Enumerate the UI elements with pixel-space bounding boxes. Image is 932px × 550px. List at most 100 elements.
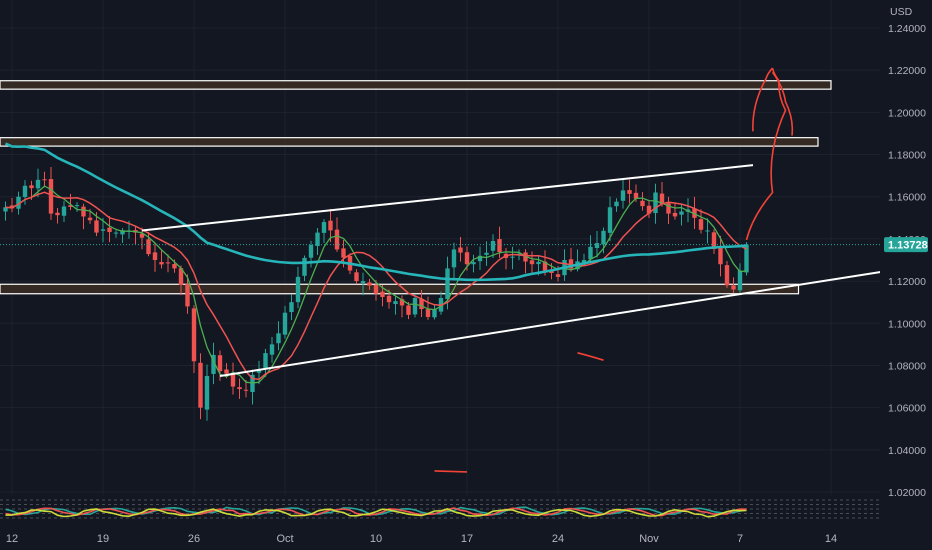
candle-body <box>510 256 515 258</box>
last-price-label: 1.13728 <box>888 240 928 252</box>
candle-body <box>601 230 606 245</box>
candle-body <box>61 206 67 216</box>
candle-body <box>230 374 236 387</box>
candle-body <box>198 362 203 408</box>
x-tick-label: 26 <box>188 533 200 545</box>
candle-body <box>445 268 450 300</box>
candle-body <box>458 247 463 253</box>
candle-body <box>594 243 600 248</box>
candle-body <box>48 179 54 214</box>
candle-body <box>653 192 658 214</box>
ma-mid-line <box>5 191 747 381</box>
candle-body <box>3 207 8 212</box>
candle-body <box>464 252 470 265</box>
candle-body <box>341 248 346 258</box>
candle-body <box>620 190 626 201</box>
projection-drawings[interactable] <box>434 67 794 473</box>
projection-curve[interactable] <box>577 352 604 361</box>
candle-body <box>406 305 411 315</box>
candle-body <box>16 196 21 209</box>
candle-body <box>555 274 561 277</box>
y-tick-label: 1.10000 <box>888 318 926 330</box>
candle-body <box>328 220 333 231</box>
candle-body <box>380 291 385 297</box>
candle-body <box>497 239 502 253</box>
candle-body <box>165 262 171 264</box>
sr-zone[interactable] <box>0 137 819 147</box>
y-tick-label: 1.20000 <box>888 107 926 119</box>
time-scale[interactable] <box>0 528 932 550</box>
candle-body <box>107 227 112 233</box>
price-scale[interactable] <box>880 0 932 550</box>
candle-body <box>276 333 281 344</box>
candle-body <box>87 217 93 221</box>
candle-body <box>113 232 119 234</box>
candle-body <box>146 239 151 255</box>
candle-body <box>81 206 86 217</box>
candle-body <box>263 353 268 368</box>
x-tick-label: 10 <box>370 533 382 545</box>
y-tick-label: 1.04000 <box>888 445 926 457</box>
projection-curve[interactable] <box>752 67 774 132</box>
candle-body <box>139 233 145 238</box>
candle-body <box>35 179 41 189</box>
candle-body <box>640 200 645 207</box>
candle-body <box>633 192 639 199</box>
candle-body <box>172 263 177 269</box>
candle-body <box>302 257 307 276</box>
candle-body <box>120 230 125 235</box>
candle-body <box>581 260 587 263</box>
x-axis-ticks: 12 19 26 Oct 10 17 24 Nov 7 14 <box>6 533 837 545</box>
candle-body <box>269 344 275 355</box>
candle-body <box>744 244 749 273</box>
candle-body <box>672 212 678 217</box>
x-tick-label: 12 <box>6 533 18 545</box>
candle-body <box>432 309 437 318</box>
candle-body <box>536 261 541 265</box>
candle-body <box>282 312 288 335</box>
x-tick-label: 7 <box>737 533 743 545</box>
grid-lines <box>0 0 880 495</box>
candle-body <box>289 302 294 313</box>
candle-body <box>256 369 262 373</box>
candle-body <box>724 265 730 286</box>
trendlines[interactable] <box>141 164 884 377</box>
candle-body <box>334 229 340 250</box>
x-tick-label: 14 <box>825 533 837 545</box>
candle-body <box>22 185 28 198</box>
candle-body <box>399 299 405 306</box>
candle-body <box>477 255 483 262</box>
candle-body <box>542 261 548 271</box>
oscillator-line <box>5 508 747 518</box>
sr-zone[interactable] <box>0 80 832 90</box>
candle-body <box>412 297 418 315</box>
candle-body <box>737 270 743 291</box>
y-tick-label: 1.02000 <box>888 487 926 499</box>
candle-body <box>74 205 80 207</box>
candle-body <box>243 389 249 391</box>
candle-body <box>490 241 496 251</box>
projection-curve[interactable] <box>771 71 794 136</box>
last-price-box <box>884 237 928 253</box>
candle-body <box>588 246 593 260</box>
trendline[interactable] <box>219 270 884 377</box>
candle-body <box>224 369 229 374</box>
trendline[interactable] <box>141 164 754 232</box>
candle-body <box>308 245 314 258</box>
y-tick-label: 1.18000 <box>888 150 926 162</box>
candle-body <box>159 262 164 265</box>
candle-body <box>237 387 242 390</box>
projection-curve[interactable] <box>434 470 468 473</box>
candle-body <box>217 355 223 372</box>
x-tick-label: Nov <box>639 533 659 545</box>
candle-body <box>529 260 535 265</box>
y-tick-label: 1.16000 <box>888 192 926 204</box>
candle-body <box>211 354 216 374</box>
x-tick-label: 17 <box>461 533 473 545</box>
candle-body <box>484 252 489 255</box>
candle-body <box>42 179 47 181</box>
ma-fast-line <box>5 185 747 384</box>
candle-body <box>386 295 392 303</box>
